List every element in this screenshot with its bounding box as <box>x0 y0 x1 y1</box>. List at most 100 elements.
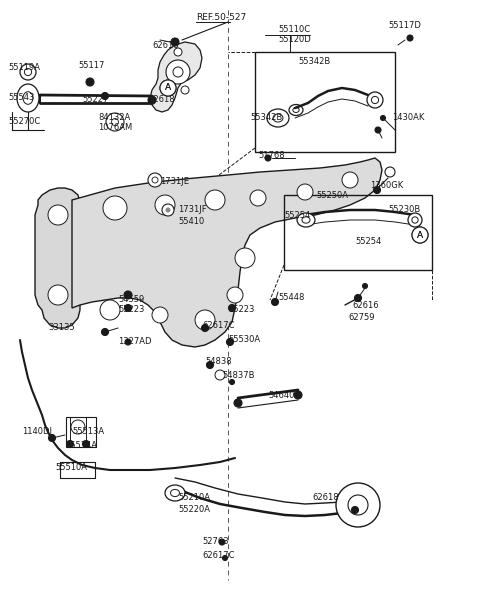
Ellipse shape <box>412 217 418 223</box>
Circle shape <box>71 420 85 434</box>
Circle shape <box>234 399 242 407</box>
Text: A: A <box>165 83 171 92</box>
Circle shape <box>152 307 168 323</box>
Circle shape <box>355 295 361 301</box>
Circle shape <box>100 300 120 320</box>
Circle shape <box>174 48 182 56</box>
Text: 1327AD: 1327AD <box>118 338 152 347</box>
Circle shape <box>103 196 127 220</box>
Circle shape <box>152 177 158 183</box>
Text: A: A <box>417 231 423 240</box>
Circle shape <box>101 329 108 335</box>
Ellipse shape <box>170 489 180 496</box>
Ellipse shape <box>302 217 310 223</box>
Circle shape <box>111 118 119 126</box>
Text: 1731JF: 1731JF <box>178 205 206 214</box>
Circle shape <box>385 167 395 177</box>
Circle shape <box>48 285 68 305</box>
Text: 55119A: 55119A <box>8 63 40 72</box>
Text: 62759: 62759 <box>348 313 374 323</box>
Ellipse shape <box>293 108 299 112</box>
Text: 55513A: 55513A <box>72 428 104 437</box>
Circle shape <box>351 507 359 513</box>
Text: 55448: 55448 <box>278 294 304 303</box>
Circle shape <box>412 227 428 243</box>
Circle shape <box>373 187 381 193</box>
Text: 62616: 62616 <box>352 301 379 309</box>
Text: 54640: 54640 <box>268 391 294 399</box>
Text: 55230B: 55230B <box>388 205 420 214</box>
Text: 55543: 55543 <box>8 94 35 103</box>
Text: 33135: 33135 <box>48 324 74 332</box>
Text: 55342B: 55342B <box>298 57 330 66</box>
Ellipse shape <box>273 114 283 122</box>
Circle shape <box>202 324 208 332</box>
Circle shape <box>173 67 183 77</box>
Text: 54838: 54838 <box>205 358 232 367</box>
Circle shape <box>294 391 302 399</box>
Ellipse shape <box>267 109 289 127</box>
Text: REF.50-527: REF.50-527 <box>196 13 246 22</box>
Circle shape <box>407 35 413 41</box>
Ellipse shape <box>23 92 33 104</box>
Text: 55223: 55223 <box>228 306 254 315</box>
Circle shape <box>148 96 156 104</box>
Circle shape <box>160 80 176 96</box>
Ellipse shape <box>165 485 185 501</box>
Text: 55120D: 55120D <box>278 36 311 45</box>
Text: 1140DJ: 1140DJ <box>22 428 52 437</box>
Circle shape <box>160 80 176 96</box>
Text: 55250A: 55250A <box>316 190 348 199</box>
Circle shape <box>181 86 189 94</box>
Circle shape <box>362 283 368 289</box>
Circle shape <box>375 127 381 133</box>
Text: 55210A: 55210A <box>178 493 210 503</box>
Circle shape <box>195 310 215 330</box>
Circle shape <box>148 173 162 187</box>
Text: 84132A: 84132A <box>98 114 130 123</box>
Text: 55254: 55254 <box>355 237 381 246</box>
Circle shape <box>381 115 385 121</box>
Circle shape <box>162 204 174 216</box>
Circle shape <box>227 287 243 303</box>
Text: 55220A: 55220A <box>178 506 210 515</box>
Circle shape <box>171 38 179 46</box>
Text: 55227: 55227 <box>82 95 108 104</box>
Circle shape <box>206 362 214 368</box>
Circle shape <box>219 539 225 545</box>
Circle shape <box>125 339 131 345</box>
Text: 55117: 55117 <box>78 60 104 69</box>
Ellipse shape <box>289 104 303 115</box>
Circle shape <box>215 370 225 380</box>
Polygon shape <box>150 42 202 112</box>
Circle shape <box>228 304 236 312</box>
Text: A: A <box>417 231 423 240</box>
Text: 62618: 62618 <box>148 95 175 104</box>
Circle shape <box>48 205 68 225</box>
Ellipse shape <box>24 68 32 76</box>
Text: 55530A: 55530A <box>228 335 260 344</box>
Text: 62617C: 62617C <box>202 321 235 330</box>
Circle shape <box>166 60 190 84</box>
Circle shape <box>336 483 380 527</box>
Circle shape <box>223 556 228 561</box>
Text: 62618: 62618 <box>152 40 179 50</box>
Circle shape <box>155 195 175 215</box>
Circle shape <box>265 155 271 161</box>
Ellipse shape <box>17 84 39 112</box>
Circle shape <box>272 298 278 306</box>
Bar <box>66 417 96 447</box>
Polygon shape <box>35 188 80 328</box>
Text: 62617C: 62617C <box>202 550 235 559</box>
Circle shape <box>101 92 108 100</box>
Text: 55510A: 55510A <box>55 463 87 472</box>
Text: 51768: 51768 <box>258 150 285 159</box>
Circle shape <box>124 304 132 312</box>
Circle shape <box>227 338 233 345</box>
Polygon shape <box>72 158 382 347</box>
Text: 55514A: 55514A <box>65 442 97 451</box>
Text: 1360GK: 1360GK <box>370 181 403 190</box>
Text: 55342B: 55342B <box>250 114 282 123</box>
Text: 54837B: 54837B <box>222 370 254 379</box>
Circle shape <box>297 184 313 200</box>
